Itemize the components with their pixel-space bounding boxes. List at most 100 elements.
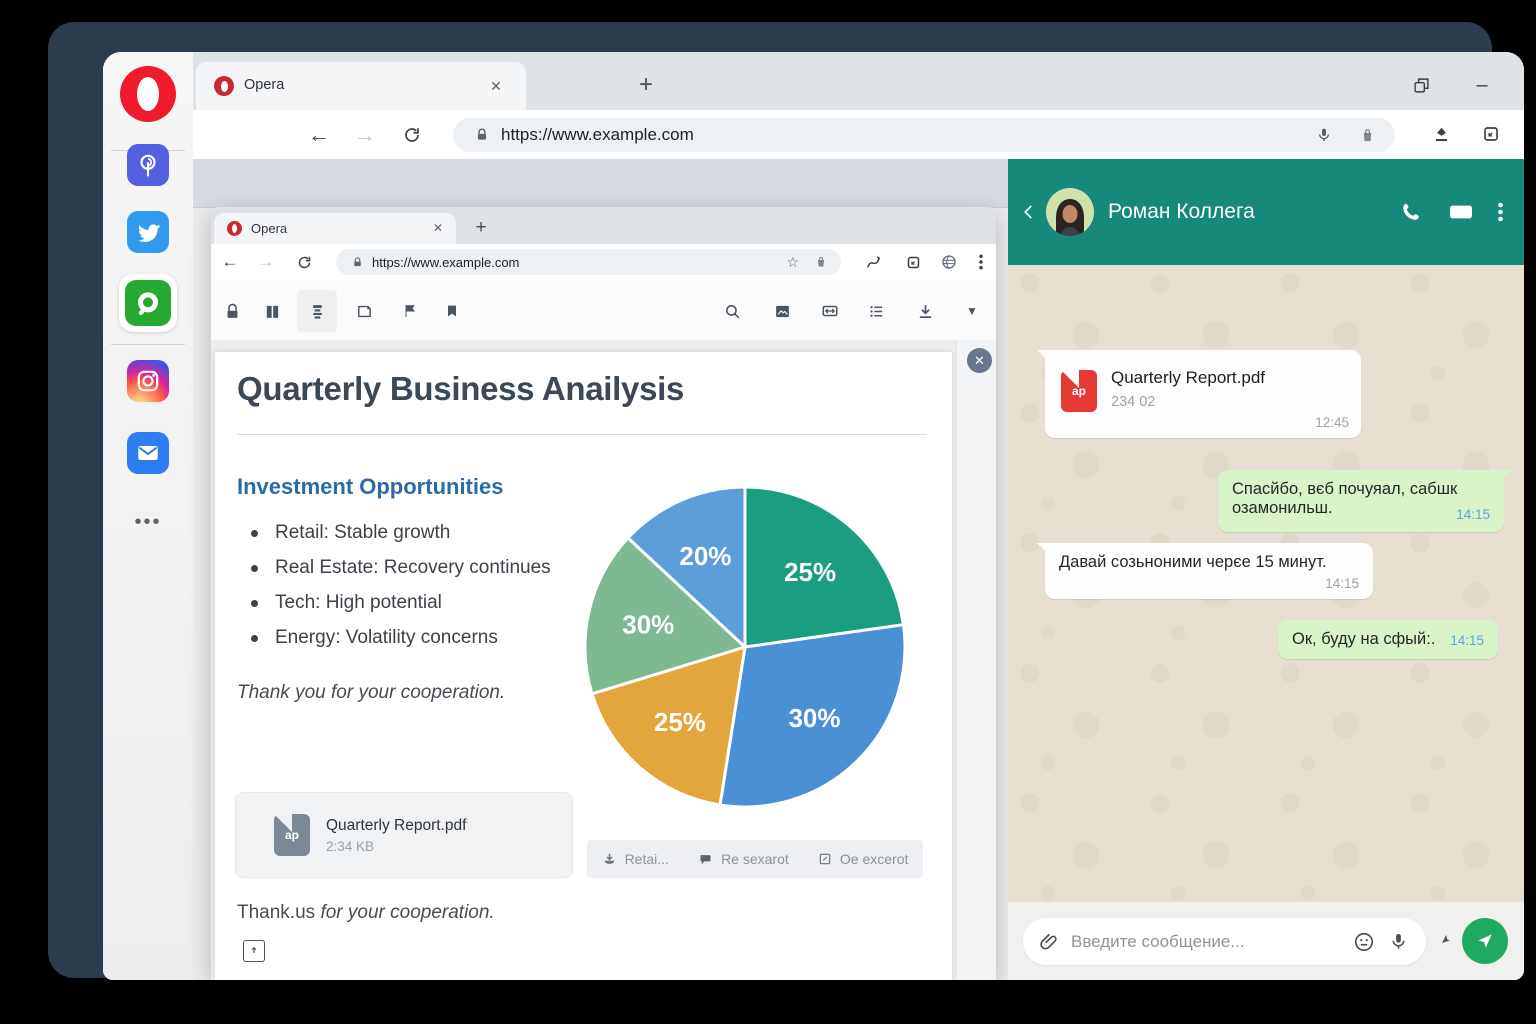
copy-window-icon[interactable] bbox=[1408, 72, 1434, 98]
opera-logo[interactable] bbox=[120, 66, 176, 122]
bullet-text: Energy: Volatility concerns bbox=[275, 627, 498, 648]
browser-window-frame: ••• Opera ✕ + – ✕ ← → https://www.examp bbox=[48, 22, 1524, 980]
new-tab-button[interactable]: + bbox=[475, 217, 487, 238]
image-icon[interactable] bbox=[769, 298, 795, 324]
checkbox-icon bbox=[819, 853, 831, 865]
message-bubble-out[interactable]: Спасйбо, вєб почуяал, сабшк озамонильш. … bbox=[1218, 470, 1512, 532]
back-icon[interactable]: ← bbox=[221, 252, 239, 271]
bookmark-flag-icon[interactable] bbox=[439, 298, 465, 324]
pie-slice bbox=[583, 536, 747, 696]
messenger-icon[interactable] bbox=[125, 280, 171, 326]
shield-icon[interactable] bbox=[815, 256, 827, 268]
lock-icon[interactable] bbox=[219, 298, 245, 324]
fit-width-icon[interactable] bbox=[817, 298, 843, 324]
message-bubble-in[interactable]: Давай созьнoними черєе 15 минут. 14:15 bbox=[1037, 543, 1373, 599]
instagram-icon[interactable] bbox=[127, 360, 169, 402]
message-bubble-out[interactable]: Ок, буду на сфый:. 14:15 bbox=[1278, 620, 1498, 659]
mail-icon[interactable] bbox=[127, 432, 169, 474]
document-lines-icon[interactable] bbox=[304, 298, 330, 324]
menu-dots-icon[interactable] bbox=[1490, 195, 1510, 229]
viewer-scrollbar[interactable] bbox=[956, 340, 996, 980]
page-background: Opera ✕ + ← → https://www.example.com ☆ bbox=[193, 159, 1008, 980]
file-meta: 234 02 bbox=[1111, 394, 1156, 410]
attachment-name: Quarterly Report.pdf bbox=[326, 816, 467, 834]
legend-label: Re sexarot bbox=[721, 851, 789, 867]
sidebar-toggle-icon[interactable] bbox=[901, 250, 925, 274]
back-icon[interactable]: ← bbox=[308, 122, 330, 147]
book-icon[interactable] bbox=[259, 298, 285, 324]
export-icon[interactable] bbox=[243, 940, 265, 962]
page-curl-icon[interactable] bbox=[351, 298, 377, 324]
inner-browser-window: Opera ✕ + ← → https://www.example.com ☆ bbox=[211, 207, 996, 980]
avatar[interactable] bbox=[1046, 188, 1094, 236]
legend-item[interactable]: Re sexarot bbox=[698, 851, 789, 867]
mic-icon[interactable] bbox=[1316, 127, 1332, 143]
phone-icon[interactable] bbox=[1394, 195, 1428, 229]
bookmark-star-icon[interactable]: ☆ bbox=[786, 253, 799, 270]
document-title: Quarterly Business Anailysis bbox=[237, 370, 685, 407]
chat-area: ap Quarterly Report.pdf 234 02 12:45 Спа… bbox=[1008, 265, 1524, 902]
dropdown-caret-icon[interactable]: ▼ bbox=[966, 304, 978, 318]
opera-sidebar-dock: ••• bbox=[103, 52, 194, 980]
close-document-button[interactable]: ✕ bbox=[967, 348, 992, 373]
url-text: https://www.example.com bbox=[501, 125, 694, 144]
message-file-bubble[interactable]: ap Quarterly Report.pdf 234 02 12:45 bbox=[1037, 350, 1361, 438]
pinboards-icon[interactable] bbox=[127, 144, 169, 186]
legend-item[interactable]: Retai... bbox=[602, 851, 669, 867]
minimize-icon[interactable]: – bbox=[1476, 73, 1488, 96]
search-icon[interactable] bbox=[719, 298, 745, 324]
bullet-text: Real Estate: Recovery continues bbox=[275, 557, 551, 578]
footer-text: Thank.us for your cooperation. bbox=[237, 902, 495, 924]
emoji-icon[interactable] bbox=[1353, 931, 1375, 953]
outer-tab-bar: Opera ✕ + – ✕ bbox=[193, 52, 1524, 110]
list-icon[interactable] bbox=[863, 298, 889, 324]
bullet-dot bbox=[251, 529, 258, 537]
forward-icon[interactable]: → bbox=[354, 122, 376, 147]
outer-tab-opera[interactable]: Opera ✕ bbox=[196, 62, 526, 110]
dock-more-dots-icon[interactable]: ••• bbox=[134, 510, 162, 533]
tab-close-icon[interactable]: ✕ bbox=[432, 221, 444, 235]
download-icon[interactable] bbox=[912, 298, 938, 324]
paperclip-icon[interactable] bbox=[1039, 932, 1059, 952]
url-text: https://www.example.com bbox=[372, 254, 520, 270]
outer-tab-title: Opera bbox=[244, 77, 285, 93]
inner-tab-opera[interactable]: Opera ✕ bbox=[214, 213, 456, 244]
message-time: 12:45 bbox=[1315, 415, 1349, 430]
video-icon[interactable] bbox=[1444, 195, 1478, 229]
forward-icon[interactable]: → bbox=[257, 252, 275, 271]
list-item: Energy: Volatility concerns bbox=[237, 627, 498, 649]
vpn-squiggle-icon[interactable] bbox=[861, 250, 885, 274]
new-tab-button[interactable]: + bbox=[638, 71, 653, 98]
maximize-icon[interactable] bbox=[1521, 72, 1524, 98]
tab-close-icon[interactable]: ✕ bbox=[490, 77, 502, 94]
message-input[interactable] bbox=[1069, 930, 1353, 953]
menu-dots-icon[interactable] bbox=[971, 250, 991, 274]
lock-icon bbox=[352, 256, 363, 268]
flag-icon[interactable] bbox=[397, 298, 423, 324]
back-chevron-icon[interactable] bbox=[1020, 203, 1038, 221]
download-tray-icon bbox=[604, 853, 615, 864]
twitter-icon[interactable] bbox=[127, 211, 169, 253]
easy-setup-wheel-icon[interactable] bbox=[937, 250, 961, 274]
contact-name[interactable]: Роман Коллега bbox=[1108, 200, 1255, 223]
message-input-bar bbox=[1008, 902, 1524, 980]
reload-icon[interactable] bbox=[293, 251, 315, 273]
shopping-bag-icon[interactable] bbox=[1360, 128, 1375, 143]
address-bar[interactable]: https://www.example.com bbox=[453, 118, 1395, 152]
share-to-device-icon[interactable] bbox=[1426, 119, 1456, 149]
mic-icon[interactable] bbox=[1389, 932, 1408, 951]
message-input-pill[interactable] bbox=[1023, 918, 1426, 965]
dock-divider bbox=[111, 344, 185, 345]
address-bar[interactable]: https://www.example.com ☆ bbox=[336, 249, 841, 275]
list-item: Real Estate: Recovery continues bbox=[237, 557, 551, 579]
reload-icon[interactable] bbox=[398, 121, 426, 149]
pie-chart-svg: 25% 30% 25% 30% 20% bbox=[583, 485, 907, 809]
legend-item[interactable]: Oe excerot bbox=[818, 851, 908, 867]
sidebar-toggle-icon[interactable] bbox=[1476, 119, 1506, 149]
pdf-file-icon: ap bbox=[1061, 370, 1097, 412]
send-button[interactable] bbox=[1462, 918, 1508, 964]
document-attachment-card[interactable]: ap Quarterly Report.pdf 2:34 KB bbox=[235, 792, 573, 878]
opera-favicon-inner bbox=[221, 81, 228, 92]
message-time: 14:15 bbox=[1450, 633, 1484, 648]
cursor-arrow-icon[interactable] bbox=[1436, 930, 1454, 948]
